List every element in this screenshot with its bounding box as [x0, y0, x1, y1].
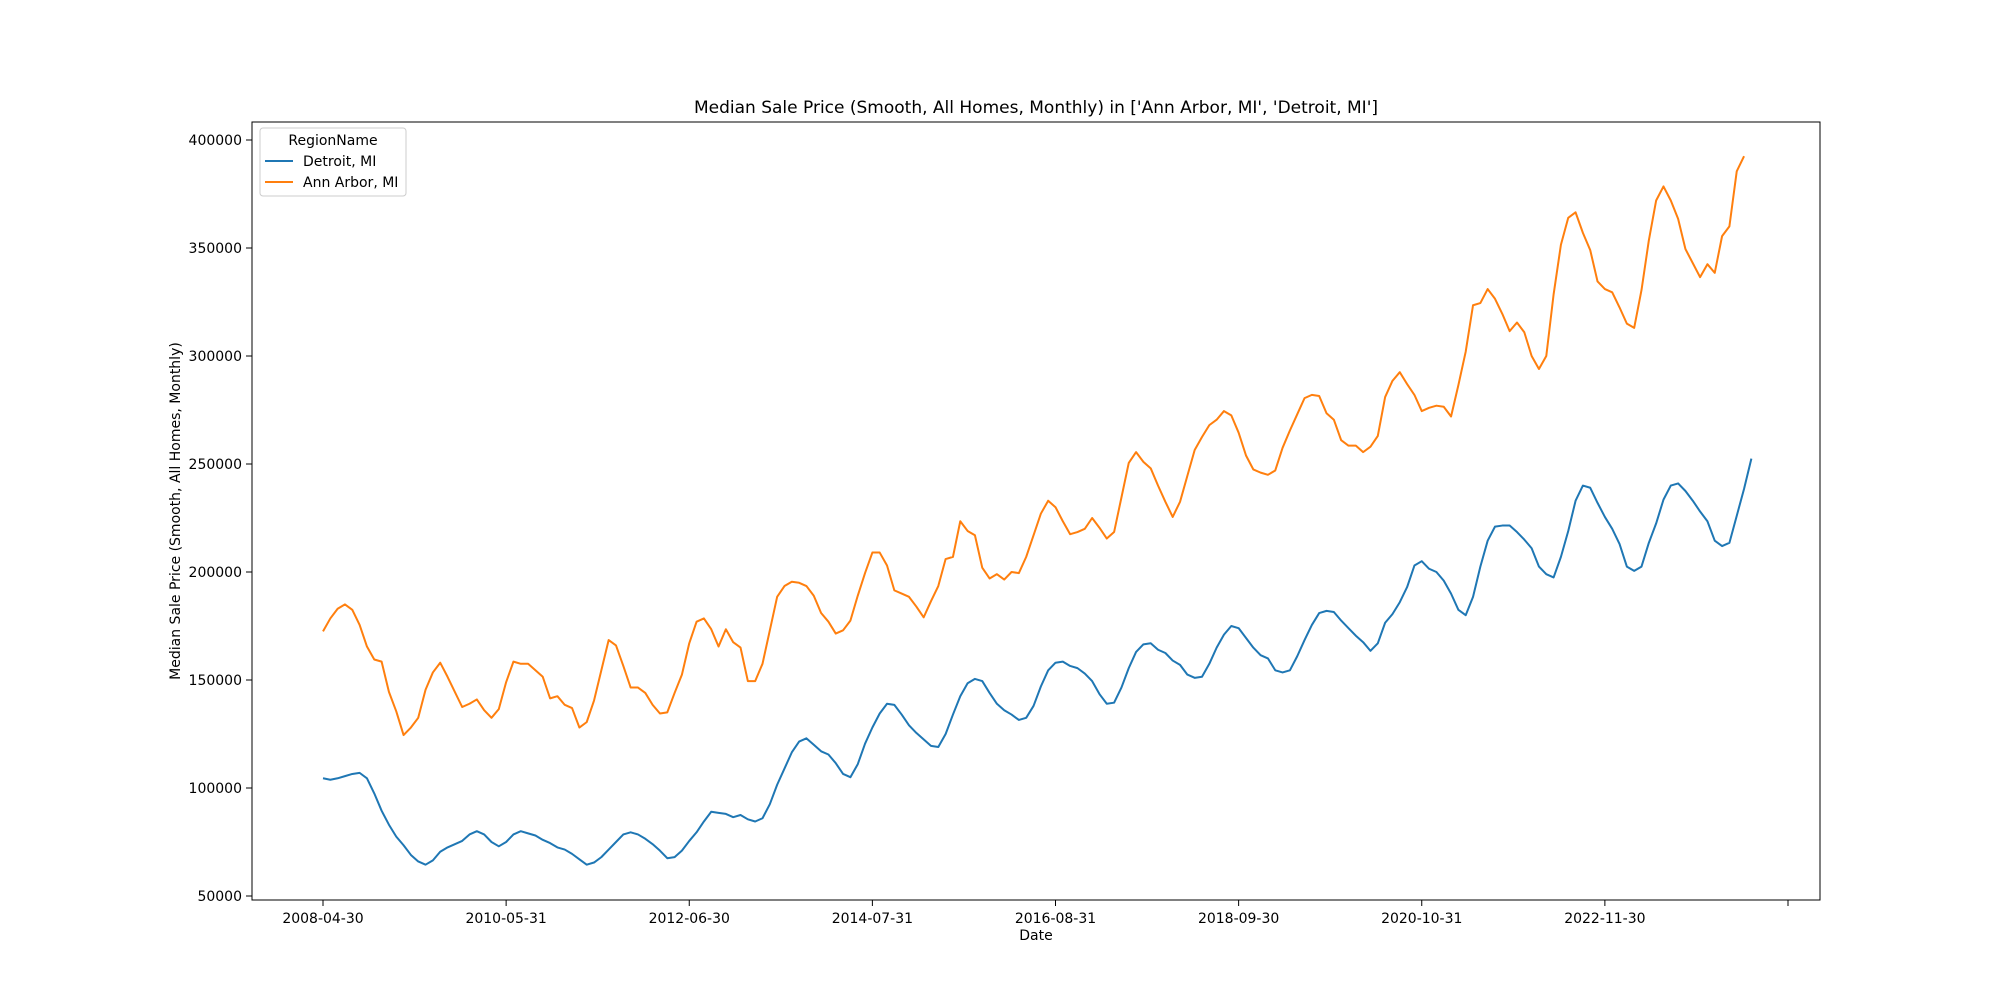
y-tick-label: 200000: [189, 565, 242, 581]
x-tick-label: 2010-05-31: [465, 911, 546, 927]
x-tick-label: 2020-10-31: [1381, 911, 1462, 927]
x-tick-label: 2022-11-30: [1564, 911, 1645, 927]
x-tick-label: 2012-06-30: [649, 911, 730, 927]
legend: RegionName Detroit, MI Ann Arbor, MI: [259, 127, 407, 197]
legend-entry-label: Detroit, MI: [303, 154, 376, 170]
plot-area: [251, 121, 1821, 901]
y-axis: 50000 100000 150000 200000 250000 300000 35000…: [189, 133, 252, 905]
x-tick-label: 2016-08-31: [1015, 911, 1096, 927]
y-tick-label: 300000: [189, 349, 242, 365]
y-tick-label: 400000: [189, 133, 242, 149]
x-axis-label: Date: [1019, 928, 1052, 944]
y-tick-label: 50000: [197, 889, 242, 905]
y-tick-label: 100000: [189, 781, 242, 797]
x-tick-label: 2008-04-30: [282, 911, 363, 927]
y-tick-label: 350000: [189, 241, 242, 257]
legend-box: [259, 127, 407, 197]
x-tick-label: 2014-07-31: [832, 911, 913, 927]
y-tick-label: 250000: [189, 457, 242, 473]
legend-entry-label: Ann Arbor, MI: [303, 175, 398, 191]
y-axis-label: Median Sale Price (Smooth, All Homes, Mo…: [168, 342, 184, 680]
x-axis: 2008-04-30 2010-05-31 2012-06-30 2014-07-31…: [282, 900, 1789, 927]
plot-frame: [251, 121, 1821, 901]
series-line-ann-arbor: [322, 155, 1745, 737]
legend-title: RegionName: [288, 133, 377, 149]
chart-title: Median Sale Price (Smooth, All Homes, Mo…: [694, 98, 1378, 118]
y-tick-label: 150000: [189, 673, 242, 689]
x-tick-label: 2018-09-30: [1198, 911, 1279, 927]
series-line-detroit: [322, 458, 1753, 866]
